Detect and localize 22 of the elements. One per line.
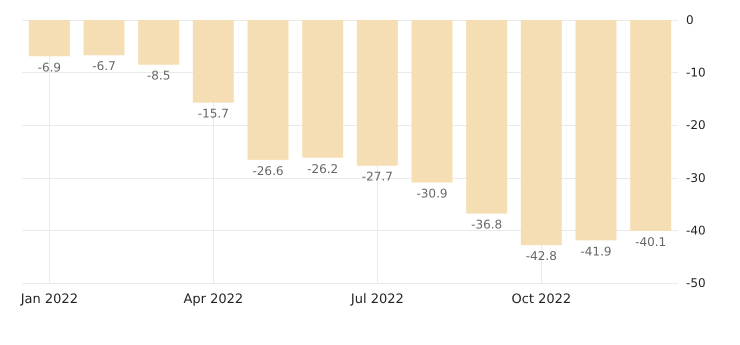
y-tick-label: -30 — [686, 170, 706, 185]
data-label: -6.7 — [92, 59, 116, 74]
x-tick-label: Jan 2022 — [20, 292, 78, 307]
data-label: -41.9 — [580, 244, 612, 258]
data-label: -40.1 — [635, 234, 666, 249]
data-label: -36.8 — [471, 218, 502, 232]
data-label: -26.6 — [252, 164, 284, 178]
data-label: -15.7 — [198, 106, 229, 121]
x-tick-label: Oct 2022 — [511, 292, 572, 307]
data-label: -26.2 — [307, 162, 338, 176]
y-tick-label: -50 — [686, 276, 706, 290]
y-tick-label: 0 — [686, 13, 694, 27]
data-label: -30.9 — [416, 186, 448, 201]
y-tick-label: -40 — [686, 223, 706, 238]
data-label: -6.9 — [38, 60, 62, 74]
data-label: -27.7 — [362, 170, 393, 184]
x-tick-label: Jul 2022 — [350, 292, 404, 307]
y-tick-label: -10 — [686, 66, 706, 80]
x-tick-label: Apr 2022 — [183, 292, 244, 307]
y-tick-label: -20 — [686, 118, 706, 132]
data-label: -8.5 — [146, 68, 170, 83]
data-label: -42.8 — [526, 249, 557, 264]
